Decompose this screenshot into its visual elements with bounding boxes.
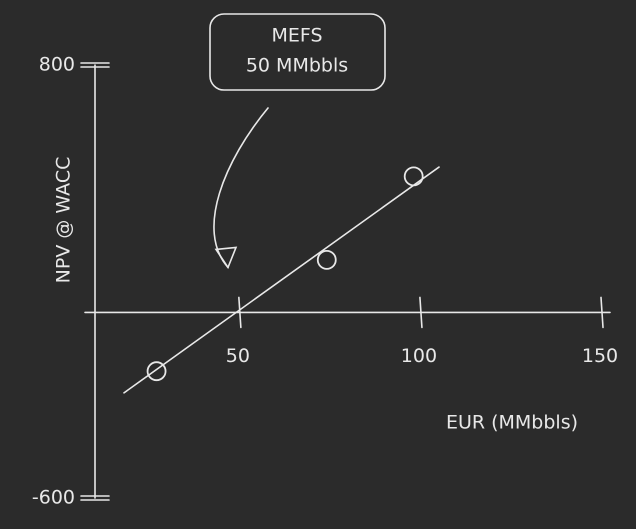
trend-line [123,166,440,394]
data-point [403,166,424,187]
x-axis-label: EUR (MMbbls) [446,412,578,434]
x-tick [238,296,242,329]
annotation-line: MEFS [271,25,322,47]
arrow-head [214,246,238,270]
x-tick-label: 50 [226,345,250,367]
annotation-box [209,13,386,91]
x-tick [419,296,423,329]
y-tick-label: -600 [32,487,75,509]
annotation-arrow [213,107,269,269]
x-tick-label: 100 [401,345,437,367]
y-axis-label: NPV @ WACC [53,157,75,284]
data-point [146,361,167,382]
y-tick-label: 800 [39,54,75,76]
data-point [316,249,337,270]
annotation-line: 50 MMbbls [246,55,348,77]
x-tick-label: 150 [582,345,618,367]
x-tick [600,296,604,329]
